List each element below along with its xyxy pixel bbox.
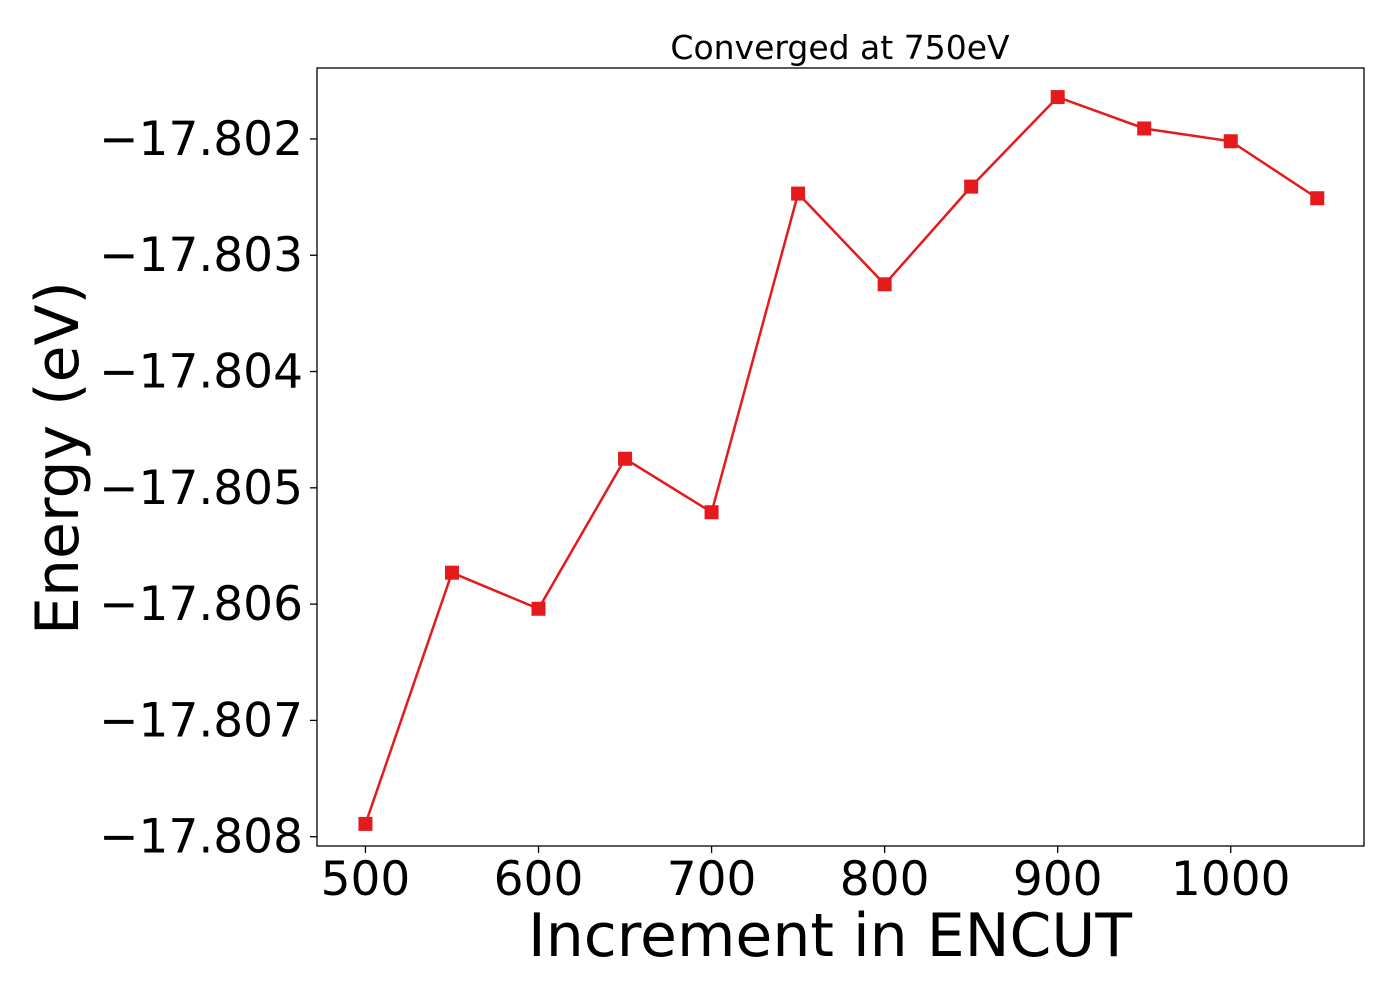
x-tick-label: 700 (667, 852, 757, 907)
x-axis-label: Increment in ENCUT (528, 901, 1132, 971)
data-point (791, 186, 806, 201)
y-tick-label: −17.802 (99, 112, 303, 167)
x-axis: 500 600 700 800 900 1000 (321, 846, 1291, 907)
y-tick-label: −17.803 (99, 228, 303, 283)
y-tick-label: −17.808 (99, 810, 303, 865)
x-tick-label: 800 (840, 852, 930, 907)
data-point (444, 565, 459, 580)
data-point (531, 601, 546, 616)
data-point (704, 505, 719, 520)
y-tick-label: −17.805 (99, 461, 303, 516)
series-line (364, 95, 1318, 825)
chart-title: Converged at 750eV (670, 28, 1010, 67)
x-tick-label: 500 (321, 852, 411, 907)
data-point (618, 451, 633, 466)
data-point (1223, 134, 1238, 149)
plot-area-frame (316, 67, 1365, 847)
y-tick-label: −17.806 (99, 577, 303, 632)
y-tick-label: −17.804 (99, 345, 303, 400)
data-point (1050, 90, 1065, 105)
energy-series (358, 90, 1325, 831)
data-point (1310, 191, 1325, 206)
data-point (877, 277, 892, 292)
y-axis: −17.802 −17.803 −17.804 −17.805 −17.806 −17.8… (99, 112, 317, 865)
y-tick-label: −17.807 (99, 693, 303, 748)
x-tick-label: 900 (1013, 852, 1103, 907)
x-tick-label: 1000 (1171, 852, 1291, 907)
data-point (358, 816, 373, 831)
x-tick-label: 600 (494, 852, 584, 907)
y-axis-label: Energy (eV) (23, 281, 93, 635)
data-point (964, 179, 979, 194)
data-point (1137, 121, 1152, 136)
